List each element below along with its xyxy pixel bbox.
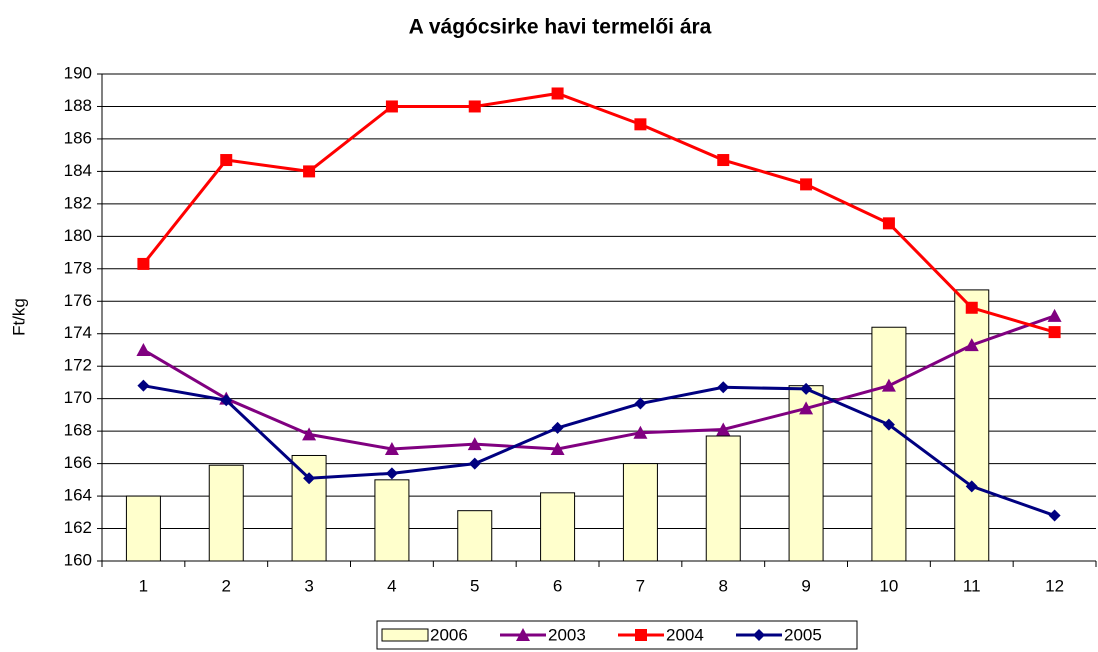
x-tick-label: 1: [139, 576, 148, 595]
y-axis-label: Ft/kg: [9, 298, 28, 336]
marker: [633, 425, 648, 439]
marker: [1047, 308, 1062, 322]
line: [143, 384, 1056, 517]
x-tick-label: 11: [963, 576, 981, 595]
marker: [385, 100, 398, 113]
bar: [871, 326, 907, 562]
marker: [384, 441, 399, 455]
legend-label: 2004: [666, 625, 704, 644]
bar: [705, 435, 741, 562]
marker: [799, 401, 814, 415]
bar: [788, 385, 824, 562]
marker: [635, 629, 647, 641]
marker: [716, 422, 731, 436]
marker: [303, 165, 316, 178]
y-tick-label: 162: [64, 518, 92, 537]
marker: [882, 418, 895, 431]
x-tick-label: 9: [801, 576, 810, 595]
marker: [1048, 509, 1061, 522]
marker: [136, 342, 151, 356]
y-tick-label: 180: [64, 226, 92, 245]
legend-label: 2005: [784, 625, 822, 644]
x-tick-label: 3: [304, 576, 313, 595]
marker: [965, 301, 978, 314]
marker: [303, 472, 316, 485]
marker: [634, 118, 647, 131]
marker: [964, 338, 979, 352]
bar: [954, 289, 990, 562]
y-tick-label: 186: [64, 128, 92, 147]
marker: [634, 397, 647, 410]
x-tick-label: 12: [1045, 576, 1064, 595]
marker: [467, 437, 482, 451]
y-tick-label: 166: [64, 453, 92, 472]
marker: [302, 427, 317, 441]
marker: [468, 457, 481, 470]
y-tick-label: 182: [64, 193, 92, 212]
marker: [965, 480, 978, 493]
marker: [717, 154, 730, 167]
legend-swatch: [381, 628, 429, 642]
x-tick-label: 6: [553, 576, 562, 595]
marker: [137, 257, 150, 270]
y-tick-label: 190: [64, 63, 92, 82]
y-tick-label: 184: [64, 161, 92, 180]
y-tick-label: 168: [64, 421, 92, 440]
marker: [220, 394, 233, 407]
marker: [551, 87, 564, 100]
marker: [753, 629, 765, 641]
y-tick-label: 174: [64, 323, 92, 342]
marker: [550, 441, 565, 455]
bar: [125, 495, 161, 562]
legend-label: 2003: [548, 625, 586, 644]
line: [142, 91, 1056, 334]
y-tick-label: 160: [64, 550, 92, 569]
y-tick-label: 188: [64, 96, 92, 115]
bar: [457, 510, 493, 562]
line: [142, 314, 1056, 451]
marker: [551, 421, 564, 434]
y-tick-label: 178: [64, 258, 92, 277]
y-tick-label: 170: [64, 388, 92, 407]
x-tick-label: 8: [719, 576, 728, 595]
bar: [374, 479, 410, 562]
marker: [385, 467, 398, 480]
marker: [800, 178, 813, 191]
bar: [208, 464, 244, 562]
x-tick-label: 4: [387, 576, 396, 595]
marker: [881, 378, 896, 392]
marker: [516, 628, 530, 641]
marker: [220, 154, 233, 167]
x-tick-label: 7: [636, 576, 645, 595]
marker: [137, 379, 150, 392]
y-tick-label: 172: [64, 356, 92, 375]
legend-label: 2006: [430, 625, 468, 644]
y-tick-label: 164: [64, 486, 92, 505]
bar: [540, 492, 576, 562]
bar: [291, 454, 327, 562]
marker: [717, 381, 730, 394]
y-tick-label: 176: [64, 291, 92, 310]
chart-title: A vágócsirke havi termelői ára: [409, 16, 712, 39]
bar: [622, 463, 658, 562]
x-tick-label: 10: [879, 576, 898, 595]
x-tick-label: 5: [470, 576, 479, 595]
marker: [800, 382, 813, 395]
marker: [882, 217, 895, 230]
marker: [1048, 326, 1061, 339]
x-tick-label: 2: [222, 576, 231, 595]
marker: [468, 100, 481, 113]
